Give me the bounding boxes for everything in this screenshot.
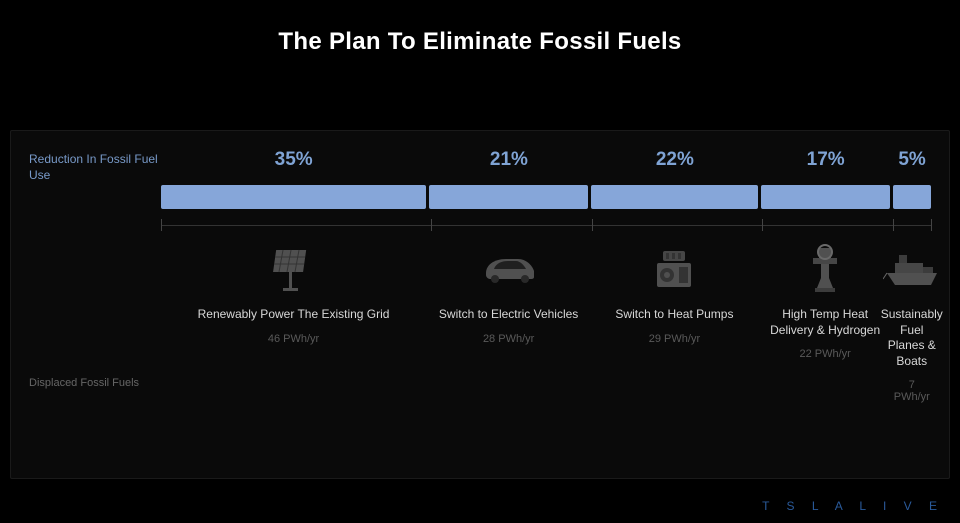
percentage-label: 17% xyxy=(807,149,845,171)
percentage-label: 35% xyxy=(275,149,313,171)
car-icon xyxy=(480,251,538,287)
axis-line xyxy=(161,215,931,235)
solar-panel-icon xyxy=(269,241,319,297)
category-value: 22 PWh/yr xyxy=(799,348,850,360)
bar-fill xyxy=(893,185,931,209)
reduction-label: Reduction In Fossil Fuel Use xyxy=(29,151,159,183)
heat-pump-icon xyxy=(649,245,699,293)
items-row: Renewably Power The Existing Grid 46 PWh/… xyxy=(161,241,931,403)
displaced-label: Displaced Fossil Fuels xyxy=(29,376,159,391)
bar-fill xyxy=(591,185,758,209)
bar-segment: 5% xyxy=(893,185,931,209)
bar-segment: 21% xyxy=(429,185,588,209)
bar-segment: 17% xyxy=(761,185,890,209)
percentage-label: 21% xyxy=(490,149,528,171)
ship-icon xyxy=(883,241,941,297)
bar-fill xyxy=(761,185,890,209)
category-title: Sustainably Fuel Planes & Boats xyxy=(877,307,947,369)
category-item: Switch to Electric Vehicles 28 PWh/yr xyxy=(429,241,588,403)
watermark: T S L A L I V E xyxy=(762,499,944,513)
percentage-label: 5% xyxy=(898,149,925,171)
axis-tick xyxy=(592,219,593,231)
category-title: Renewably Power The Existing Grid xyxy=(194,307,394,323)
axis-tick xyxy=(893,219,894,231)
axis-tick xyxy=(931,219,932,231)
category-item: High Temp Heat Delivery & Hydrogen 22 PWh… xyxy=(761,241,890,403)
bar-fill xyxy=(429,185,588,209)
category-title: Switch to Electric Vehicles xyxy=(435,307,582,323)
ship-icon xyxy=(883,249,941,289)
industrial-valve-icon xyxy=(803,241,847,297)
bar-track: 35%21%22%17%5% xyxy=(161,185,931,209)
heat-pump-icon xyxy=(649,241,699,297)
category-title: High Temp Heat Delivery & Hydrogen xyxy=(761,307,890,338)
chart-content: 35%21%22%17%5% Renewably Power The Exist… xyxy=(161,131,931,478)
axis-tick xyxy=(762,219,763,231)
category-item: Sustainably Fuel Planes & Boats7 PWh/yr xyxy=(893,241,932,403)
axis-tick xyxy=(431,219,432,231)
axis-tick xyxy=(161,219,162,231)
industrial-valve-icon xyxy=(803,244,847,294)
bar-fill xyxy=(161,185,426,209)
percentage-label: 22% xyxy=(656,149,694,171)
category-value: 29 PWh/yr xyxy=(649,333,700,345)
page-title: The Plan To Eliminate Fossil Fuels xyxy=(0,0,960,56)
category-item: Switch to Heat Pumps 29 PWh/yr xyxy=(591,241,758,403)
car-icon xyxy=(480,241,538,297)
bar-segment: 35% xyxy=(161,185,426,209)
category-title: Switch to Heat Pumps xyxy=(611,307,737,323)
bar-segment: 22% xyxy=(591,185,758,209)
category-item: Renewably Power The Existing Grid 46 PWh/… xyxy=(161,241,426,403)
category-value: 7 PWh/yr xyxy=(893,379,932,403)
chart-panel: Reduction In Fossil Fuel Use Displaced F… xyxy=(10,130,950,479)
category-value: 28 PWh/yr xyxy=(483,333,534,345)
solar-panel-icon xyxy=(269,244,319,294)
category-value: 46 PWh/yr xyxy=(268,333,319,345)
